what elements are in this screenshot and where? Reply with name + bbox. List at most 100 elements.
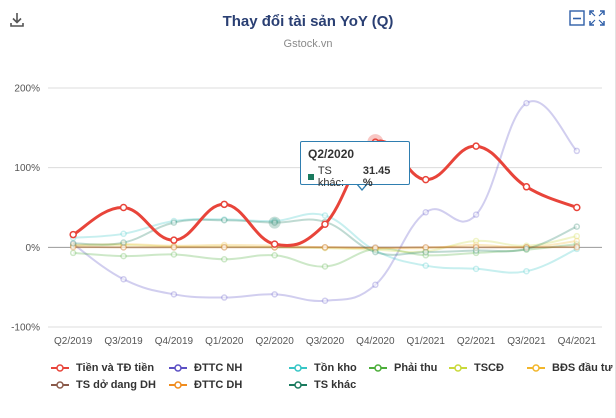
data-point — [573, 237, 581, 245]
legend-marker-dot — [56, 381, 64, 389]
legend-marker-dot — [174, 364, 182, 372]
data-point — [271, 219, 278, 226]
y-tick-label: 100% — [14, 163, 40, 174]
legend-label: TSCĐ — [474, 362, 504, 374]
download-icon[interactable] — [7, 10, 27, 30]
legend-item[interactable]: TS dở dang DH — [50, 379, 156, 391]
legend-marker-dot — [294, 381, 302, 389]
x-tick-label: Q2/2020 — [255, 336, 294, 347]
data-point — [170, 236, 178, 244]
legend-item[interactable]: ĐTTC NH — [168, 362, 242, 374]
x-tick-label: Q4/2020 — [356, 336, 395, 347]
data-point — [422, 209, 429, 216]
x-tick-label: Q2/2019 — [54, 336, 93, 347]
y-tick-label: -100% — [11, 323, 40, 334]
data-point — [321, 212, 329, 219]
legend-marker-dot — [174, 381, 182, 389]
legend-item[interactable]: Tồn kho — [288, 362, 357, 374]
series-1 — [69, 99, 581, 304]
minimize-icon[interactable] — [568, 9, 586, 27]
tooltip-series-label: TS khác: — [317, 165, 345, 189]
data-point — [120, 275, 127, 283]
data-point — [170, 251, 178, 258]
data-point — [120, 239, 127, 246]
data-point — [271, 291, 278, 298]
chart-title: Thay đổi tài sản YoY (Q) — [222, 13, 394, 30]
legend-marker-dot — [294, 364, 302, 372]
data-point — [220, 200, 229, 209]
data-point — [120, 252, 127, 260]
series-line — [72, 139, 578, 248]
legend-label: Tồn kho — [314, 362, 357, 374]
legend-label: TS khác — [314, 379, 357, 391]
x-tick-label: Q3/2019 — [104, 336, 143, 347]
data-point — [523, 99, 530, 107]
data-point — [422, 248, 429, 256]
legend-marker-dot — [532, 364, 540, 372]
data-point — [573, 223, 581, 230]
legend-label: Phải thu — [394, 362, 438, 374]
data-point — [170, 219, 178, 226]
x-tick-label: Q2/2021 — [457, 336, 496, 347]
tooltip-row: TS khác: 31.45 % — [308, 165, 402, 189]
legend-marker — [527, 364, 545, 372]
data-point — [422, 262, 429, 269]
series-line — [72, 100, 578, 302]
data-point — [321, 263, 329, 270]
data-point — [170, 244, 178, 251]
data-point — [573, 147, 581, 155]
x-tick-label: Q1/2020 — [205, 336, 244, 347]
data-point — [472, 247, 480, 254]
data-point — [421, 175, 430, 184]
data-point — [119, 203, 128, 212]
legend-item[interactable]: BĐS đầu tư — [526, 362, 613, 374]
legend-marker — [289, 364, 307, 372]
legend-item[interactable]: ĐTTC DH — [168, 379, 242, 391]
tooltip-point-halo — [268, 216, 281, 229]
legend-label: TS dở dang DH — [76, 379, 156, 391]
legend-item[interactable]: Phải thu — [368, 362, 437, 374]
data-point — [573, 203, 581, 212]
data-point — [321, 220, 329, 228]
data-point — [522, 183, 531, 191]
data-point — [270, 240, 279, 248]
data-point — [120, 230, 127, 238]
legend-marker-dot — [454, 364, 462, 372]
x-tick-label: Q3/2020 — [306, 336, 345, 347]
legend-item[interactable]: Tiền và TĐ tiền — [50, 362, 154, 374]
data-point — [573, 244, 581, 251]
data-point — [472, 211, 480, 218]
data-point — [69, 249, 77, 257]
legend-marker-dot — [56, 364, 64, 372]
data-point — [271, 252, 278, 259]
legend-marker — [51, 381, 69, 389]
data-point — [372, 281, 379, 289]
legend-marker — [51, 364, 69, 372]
x-tick-label: Q4/2021 — [558, 336, 597, 347]
y-tick-label: 200% — [14, 84, 40, 95]
data-point — [170, 291, 178, 298]
data-point — [321, 297, 329, 304]
expand-icon[interactable] — [588, 9, 606, 27]
tooltip-title: Q2/2020 — [308, 147, 355, 161]
data-point — [221, 244, 228, 251]
x-tick-label: Q3/2021 — [507, 336, 546, 347]
data-point — [69, 240, 77, 247]
legend-marker — [169, 381, 187, 389]
legend-label: ĐTTC NH — [194, 362, 243, 374]
data-point — [523, 245, 530, 253]
legend-marker-dot — [374, 364, 382, 372]
tooltip-arrow-fill — [357, 183, 367, 189]
legend-marker — [369, 364, 387, 372]
legend-label: BĐS đầu tư — [552, 362, 613, 374]
legend-marker — [449, 364, 467, 372]
x-tick-label: Q1/2021 — [407, 336, 446, 347]
data-point — [523, 267, 530, 275]
legend-item[interactable]: TS khác — [288, 379, 356, 391]
data-point — [221, 216, 228, 224]
data-point — [221, 294, 228, 301]
series-0 — [69, 138, 581, 248]
legend-item[interactable]: TSCĐ — [448, 362, 504, 374]
data-point — [472, 265, 480, 273]
